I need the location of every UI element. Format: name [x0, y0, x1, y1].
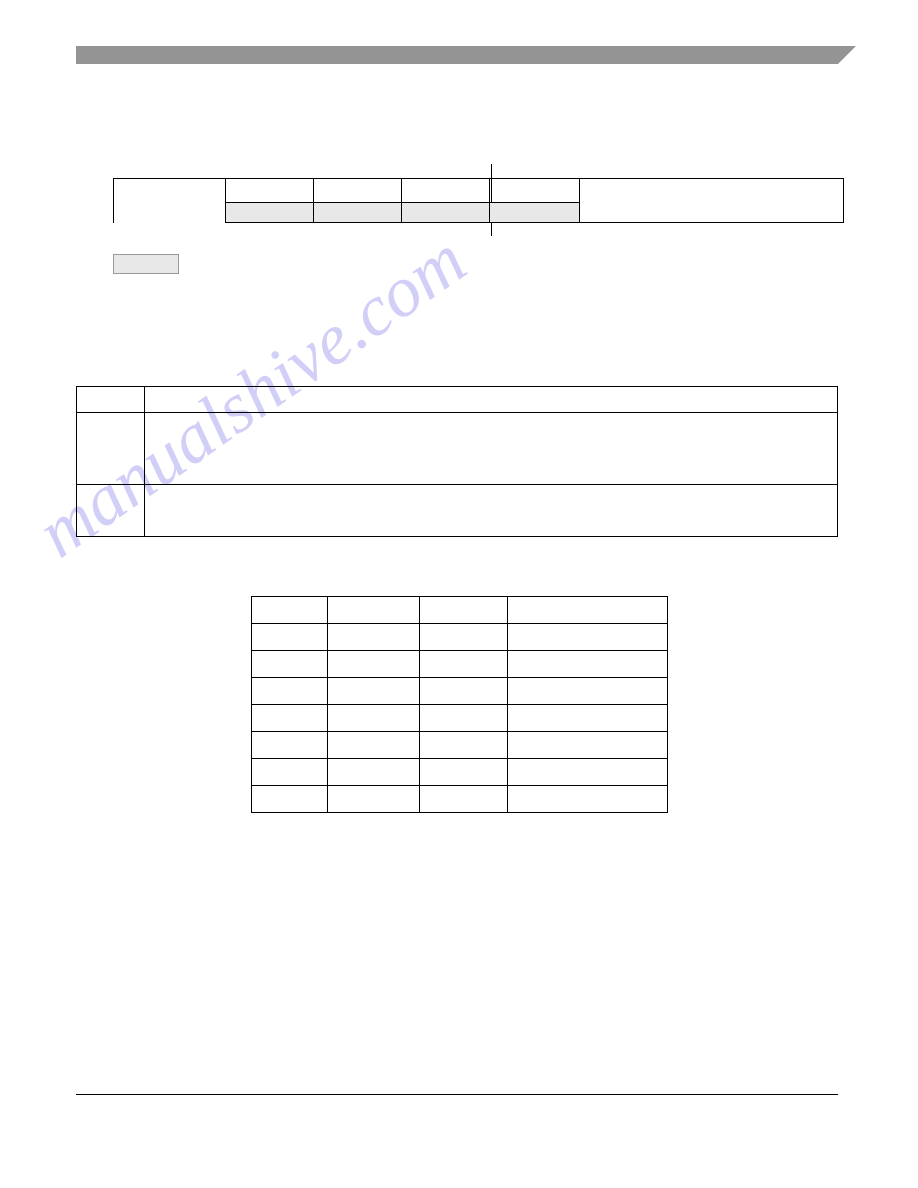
table-cell	[508, 651, 668, 678]
table-cell	[314, 179, 402, 203]
table-cell	[77, 387, 145, 413]
table-cell	[420, 732, 508, 759]
table-row	[114, 179, 844, 203]
table-cell	[420, 705, 508, 732]
table-row	[252, 705, 668, 732]
watermark-text: manualshive.com	[22, 162, 858, 998]
table-cell	[508, 624, 668, 651]
table-cell	[420, 624, 508, 651]
table-cell	[328, 759, 420, 786]
table-cell	[508, 786, 668, 813]
table-row	[77, 387, 838, 413]
table-row	[252, 759, 668, 786]
table-cell	[508, 597, 668, 624]
table-cell	[508, 678, 668, 705]
table-cell	[77, 485, 145, 537]
table-cell	[77, 413, 145, 485]
table-cell	[508, 732, 668, 759]
table-cell	[328, 732, 420, 759]
table-cell	[252, 624, 328, 651]
footer-rule	[76, 1094, 838, 1095]
table-cell	[402, 179, 490, 203]
table-cell	[508, 705, 668, 732]
table-cell	[328, 786, 420, 813]
table-cell	[490, 179, 580, 203]
table-cell	[226, 179, 314, 203]
table-cell	[252, 678, 328, 705]
table-cell	[145, 387, 838, 413]
table-row	[252, 624, 668, 651]
table-cell	[420, 786, 508, 813]
table-cell	[252, 651, 328, 678]
table-row	[252, 732, 668, 759]
table-cell	[420, 678, 508, 705]
table-cell	[145, 413, 838, 485]
table-cell	[252, 705, 328, 732]
table-cell	[252, 732, 328, 759]
register-bit-table	[113, 178, 844, 223]
table-cell-grey	[402, 203, 490, 223]
table-row	[252, 678, 668, 705]
table-cell	[252, 597, 328, 624]
table-row	[77, 485, 838, 537]
table-cell	[580, 179, 844, 223]
table-cell	[328, 651, 420, 678]
table-cell-grey	[314, 203, 402, 223]
table-cell	[114, 179, 226, 223]
table-cell	[328, 705, 420, 732]
table-row	[77, 413, 838, 485]
divisor-table	[251, 596, 668, 813]
header-bar	[76, 46, 838, 64]
table-cell	[420, 651, 508, 678]
table-cell	[420, 597, 508, 624]
table-cell	[252, 786, 328, 813]
table-cell	[252, 759, 328, 786]
table-cell	[328, 597, 420, 624]
table-cell-grey	[226, 203, 314, 223]
description-table	[76, 386, 838, 537]
table-row	[252, 786, 668, 813]
table-cell	[328, 678, 420, 705]
table-cell	[420, 759, 508, 786]
table-cell	[145, 485, 838, 537]
table-cell	[508, 759, 668, 786]
legend-swatch	[113, 254, 179, 274]
table-cell-grey	[490, 203, 580, 223]
table-row	[252, 597, 668, 624]
table-row	[252, 651, 668, 678]
table-cell	[328, 624, 420, 651]
